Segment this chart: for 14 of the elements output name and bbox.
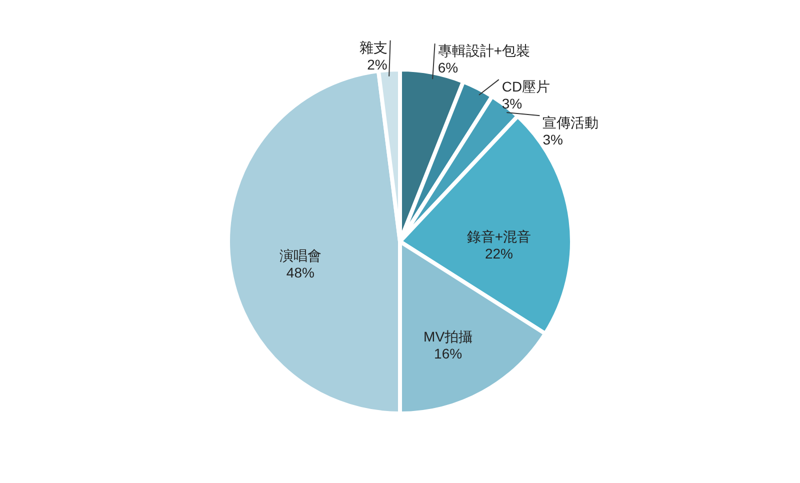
data-label: 16%: [434, 345, 462, 362]
slice-label: 宣傳活動: [542, 114, 599, 131]
data-label: 6%: [438, 60, 458, 76]
data-label: 3%: [502, 96, 522, 112]
slice-label: 演唱會: [279, 247, 322, 264]
slice-label: MV拍攝: [424, 328, 473, 344]
data-label: 3%: [542, 132, 563, 148]
slice-label: 錄音+混音: [466, 228, 532, 244]
slice-label: 專輯設計+包裝: [438, 42, 530, 59]
data-label: 22%: [484, 245, 513, 262]
data-label: 2%: [367, 56, 388, 72]
data-label: 48%: [286, 264, 314, 280]
slice-label: CD壓片: [502, 78, 550, 95]
slice-label: 雜支: [359, 39, 388, 56]
